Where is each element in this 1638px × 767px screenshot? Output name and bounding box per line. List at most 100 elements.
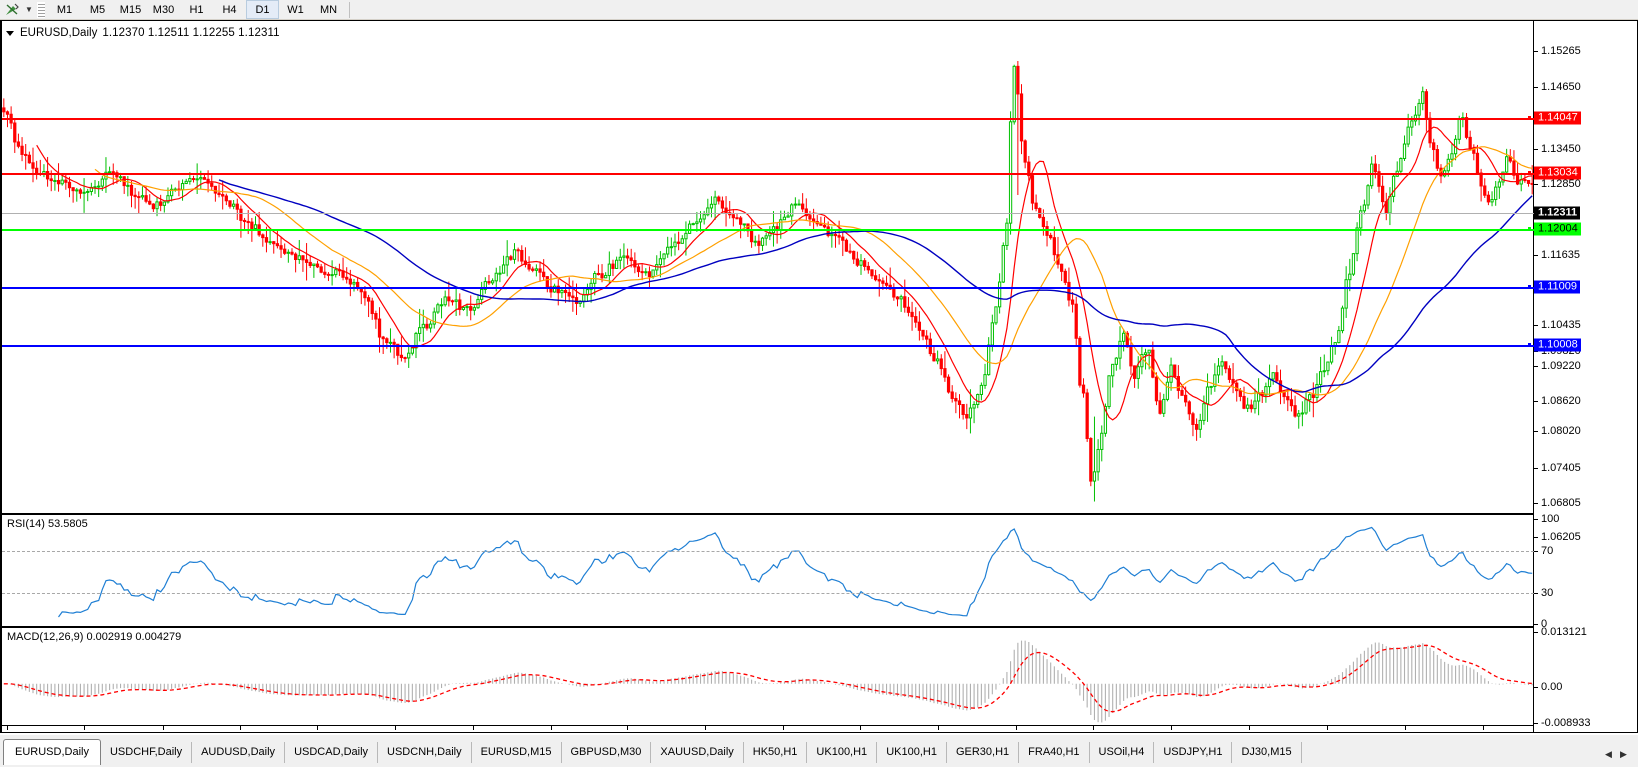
chart-tab-usdcnh-daily[interactable]: USDCNH,Daily: [378, 742, 472, 763]
macd-histogram: [6, 640, 1533, 723]
chart-tab-eurusd-m15[interactable]: EURUSD,M15: [472, 742, 562, 763]
timeframe-button-d1[interactable]: D1: [246, 0, 279, 19]
symbol-ohlc-values: 1.12370 1.12511 1.12255 1.12311: [102, 27, 280, 39]
rsi-scale-label: 0: [1541, 618, 1548, 630]
timeframe-button-h1[interactable]: H1: [189, 4, 204, 16]
chart-tab-hk50-h1[interactable]: HK50,H1: [744, 742, 808, 763]
rsi-level-70-line: [2, 551, 1534, 552]
time-tick-label: 17 Jun 2020: [1484, 732, 1542, 733]
hline-support-1[interactable]: [2, 287, 1534, 289]
chart-tab-bar: EURUSD,Daily USDCHF,Daily AUDUSD,Daily USDC…: [0, 734, 1638, 767]
price-scale[interactable]: 1.15265 1.14650 1.13450 1.12850 1.11635 1.104…: [1533, 21, 1637, 732]
price-tick-mark: [1534, 149, 1538, 150]
time-tick-mark: [317, 726, 318, 730]
crosshair-cursor-icon[interactable]: [1, 1, 23, 19]
timeframe-button-m1[interactable]: M1: [56, 4, 73, 16]
macd-tick-mark: [1534, 687, 1538, 688]
price-tick-label: 1.08620: [1541, 395, 1581, 407]
rsi-scale-label: 30: [1541, 587, 1554, 599]
hline-resistance-2[interactable]: [2, 173, 1534, 175]
timeframe-button-m15[interactable]: M15: [119, 4, 142, 16]
pane-divider-1: [2, 513, 1534, 515]
price-tick-label: 1.13450: [1541, 143, 1581, 155]
time-tick-label: 23 Aug 2019: [241, 732, 300, 733]
timeframe-button-h4[interactable]: H4: [222, 4, 237, 16]
time-tick-label: 17 Jul 2019: [85, 732, 139, 733]
price-tick-label: 1.09220: [1541, 360, 1581, 372]
chart-tab-list: EURUSD,Daily USDCHF,Daily AUDUSD,Daily USDC…: [0, 734, 1596, 767]
hline-current-price[interactable]: [2, 213, 1534, 214]
time-tick-mark: [1405, 726, 1406, 730]
timeframe-button-m30[interactable]: M30: [152, 4, 175, 16]
level-tag-pivot[interactable]: 1.12004: [1534, 222, 1581, 236]
price-pane[interactable]: [2, 21, 1534, 513]
time-tick-mark: [860, 726, 861, 730]
chart-tab-dj30-m15[interactable]: DJ30,M15: [1232, 742, 1302, 763]
chart-tab-usdcad-daily[interactable]: USDCAD,Daily: [285, 742, 379, 763]
time-tick-label: 7 Feb 2020: [939, 732, 992, 733]
hline-resistance-1[interactable]: [2, 118, 1534, 120]
chart-tab-gbpusd-m30[interactable]: GBPUSD,M30: [562, 742, 652, 763]
time-tick-label: 28 Jun 2019: [8, 732, 66, 733]
chart-tab-fra40-h1[interactable]: FRA40,H1: [1019, 742, 1090, 763]
time-tick-label: 5 Aug 2019: [164, 732, 217, 733]
level-tag-support-1[interactable]: 1.11009: [1534, 280, 1580, 294]
timeframe-toolbar: ▼ M1 M5 M15 M30 H1 H4 D1 W1 MN: [0, 0, 1638, 20]
rsi-pane[interactable]: RSI(14) 53.5805: [2, 516, 1534, 626]
time-tick-label: 18 Oct 2019: [474, 732, 531, 733]
chart-canvas-frame[interactable]: EURUSD,Daily 1.12370 1.12511 1.12255 1.1…: [0, 20, 1638, 733]
price-tick-mark: [1534, 184, 1538, 185]
macd-indicator-label: MACD(12,26,9) 0.002919 0.004279: [7, 631, 182, 643]
tab-navigation: ◀ ▶: [1596, 747, 1638, 767]
level-tag-current-price[interactable]: 1.12311: [1534, 206, 1581, 220]
time-tick-mark: [240, 726, 241, 730]
timeframe-button-m5[interactable]: M5: [89, 4, 106, 16]
time-tick-mark: [1327, 726, 1328, 730]
chart-tab-usoil-h4[interactable]: USOil,H4: [1090, 742, 1155, 763]
time-tick-label: 3 Apr 2020: [1172, 732, 1223, 733]
collapse-triangle-icon[interactable]: [6, 30, 14, 36]
level-tag-support-2[interactable]: 1.10008: [1534, 338, 1581, 352]
macd-tick-mark: [1534, 632, 1538, 633]
chart-tab-ger30-h1[interactable]: GER30,H1: [947, 742, 1020, 763]
chevron-left-icon[interactable]: ◀: [1605, 748, 1612, 759]
macd-series-canvas: [3, 640, 1533, 723]
time-tick-mark: [1171, 726, 1172, 730]
symbol-header: EURUSD,Daily 1.12370 1.12511 1.12255 1.1…: [6, 27, 280, 39]
level-tag-resistance-1[interactable]: 1.14047: [1534, 111, 1581, 125]
hline-support-2[interactable]: [2, 345, 1534, 347]
price-tick-mark: [1534, 366, 1538, 367]
hline-pivot[interactable]: [2, 229, 1534, 231]
chart-tab-xauusd-daily[interactable]: XAUUSD,Daily: [651, 742, 744, 763]
chevron-right-icon[interactable]: ▶: [1620, 748, 1627, 759]
time-tick-label: 11 May 2020: [1328, 732, 1388, 733]
timeframe-button-w1[interactable]: W1: [287, 4, 304, 16]
time-tick-mark: [1016, 726, 1017, 730]
timeframe-button-mn[interactable]: MN: [319, 4, 338, 16]
time-tick-mark: [551, 726, 552, 730]
macd-pane[interactable]: MACD(12,26,9) 0.002919 0.004279: [2, 629, 1534, 725]
chart-tab-uk100-h1[interactable]: UK100,H1: [877, 742, 947, 763]
macd-tick-mark: [1534, 723, 1538, 724]
level-tag-resistance-2[interactable]: 1.13034: [1534, 166, 1581, 180]
time-tick-label: 13 Dec 2019: [706, 732, 766, 733]
macd-scale-label: -0.008933: [1541, 717, 1591, 729]
macd-signal-line: [3, 644, 1533, 713]
time-tick-mark: [783, 726, 784, 730]
time-tick-mark: [473, 726, 474, 730]
chart-tab-audusd-daily[interactable]: AUDUSD,Daily: [192, 742, 286, 763]
chevron-down-icon[interactable]: ▼: [25, 5, 33, 14]
time-tick-mark: [1483, 726, 1484, 730]
chart-tab-eurusd-daily[interactable]: EURUSD,Daily: [3, 739, 101, 765]
toolbar-grip-icon[interactable]: [37, 1, 45, 18]
price-tick-mark: [1534, 401, 1538, 402]
chart-tab-uk100-h1[interactable]: UK100,H1: [807, 742, 878, 763]
chart-tab-usdjpy-h1[interactable]: USDJPY,H1: [1154, 742, 1233, 763]
price-tick-label: 1.11635: [1541, 249, 1580, 261]
rsi-level-30-line: [2, 593, 1534, 594]
time-tick-mark: [938, 726, 939, 730]
time-tick-mark: [163, 726, 164, 730]
price-tick-label: 1.10435: [1541, 319, 1581, 331]
chart-tab-usdchf-daily[interactable]: USDCHF,Daily: [101, 742, 193, 763]
